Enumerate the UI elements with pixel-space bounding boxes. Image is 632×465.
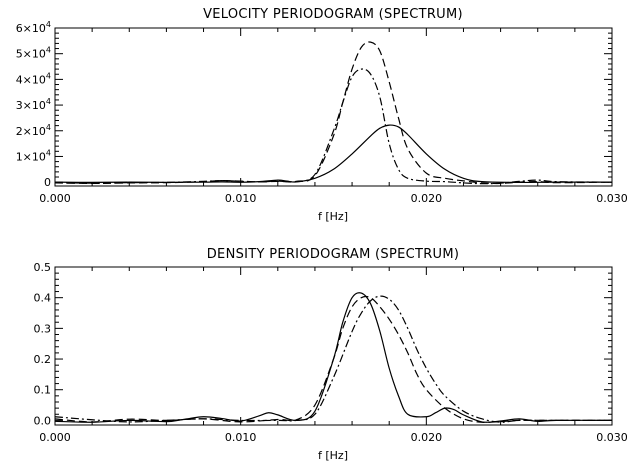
y-tick-label: 0.5 xyxy=(34,261,52,274)
x-tick-label: 0.000 xyxy=(39,431,71,444)
y-tick-label: 4×104 xyxy=(16,71,51,86)
density-chart-title: DENSITY PERIODOGRAM (SPECTRUM) xyxy=(207,247,460,262)
y-tick-label: 0.1 xyxy=(34,384,52,397)
velocity-plot-frame xyxy=(54,27,613,187)
y-tick-exponent: 4 xyxy=(46,71,51,80)
density-y-tick-labels: 0.0 0.1 0.2 0.3 0.4 0.5 xyxy=(34,261,52,427)
y-tick-label: 3×104 xyxy=(16,97,51,112)
velocity-series-dashdot-line xyxy=(54,68,613,185)
y-tick-exponent: 4 xyxy=(46,20,51,29)
density-series-solid-line xyxy=(54,292,613,423)
density-series-dashdot-line xyxy=(54,295,612,423)
density-series-dashed-line xyxy=(54,295,612,423)
y-tick-label: 0.0 xyxy=(34,414,52,427)
y-tick-exponent: 4 xyxy=(46,46,51,55)
density-plot-frame xyxy=(54,266,613,426)
x-tick-label: 0.000 xyxy=(39,192,71,205)
y-tick-exponent: 4 xyxy=(46,123,51,132)
x-tick-label: 0.020 xyxy=(411,431,443,444)
y-tick-label: 0.3 xyxy=(34,322,52,335)
velocity-axis-ticks xyxy=(54,27,613,186)
velocity-x-tick-labels: 0.000 0.010 0.020 0.030 xyxy=(39,192,628,205)
velocity-series-group xyxy=(54,41,613,185)
y-tick-label: 0.4 xyxy=(34,292,52,305)
y-tick-label: 2×104 xyxy=(16,123,51,138)
density-series-group xyxy=(54,292,613,423)
x-tick-label: 0.020 xyxy=(411,192,443,205)
y-tick-label: 1×104 xyxy=(16,148,51,163)
y-tick-exponent: 4 xyxy=(46,148,51,157)
velocity-series-dashed-line xyxy=(54,41,613,185)
y-tick-label: 0.2 xyxy=(34,353,52,366)
velocity-y-tick-labels: 0 1×104 2×104 3×104 4×104 5×104 6×104 xyxy=(16,20,51,189)
y-tick-label: 0 xyxy=(44,176,51,189)
y-tick-label: 5×104 xyxy=(16,46,51,61)
y-tick-label: 6×104 xyxy=(16,20,51,35)
velocity-periodogram-panel: VELOCITY PERIODOGRAM (SPECTRUM) 0 1×104 2×… xyxy=(16,7,628,223)
density-x-tick-labels: 0.000 0.010 0.020 0.030 xyxy=(39,431,628,444)
density-periodogram-panel: DENSITY PERIODOGRAM (SPECTRUM) 0.0 0.1 0.2… xyxy=(34,247,628,462)
x-tick-label: 0.010 xyxy=(225,192,257,205)
y-tick-exponent: 4 xyxy=(46,97,51,106)
x-tick-label: 0.030 xyxy=(596,192,628,205)
density-x-axis-label: f [Hz] xyxy=(318,449,348,462)
x-tick-label: 0.030 xyxy=(596,431,628,444)
velocity-x-axis-label: f [Hz] xyxy=(318,210,348,223)
velocity-chart-title: VELOCITY PERIODOGRAM (SPECTRUM) xyxy=(203,7,463,22)
density-axis-ticks xyxy=(54,266,613,425)
x-tick-label: 0.010 xyxy=(225,431,257,444)
velocity-series-solid-line xyxy=(54,124,613,184)
